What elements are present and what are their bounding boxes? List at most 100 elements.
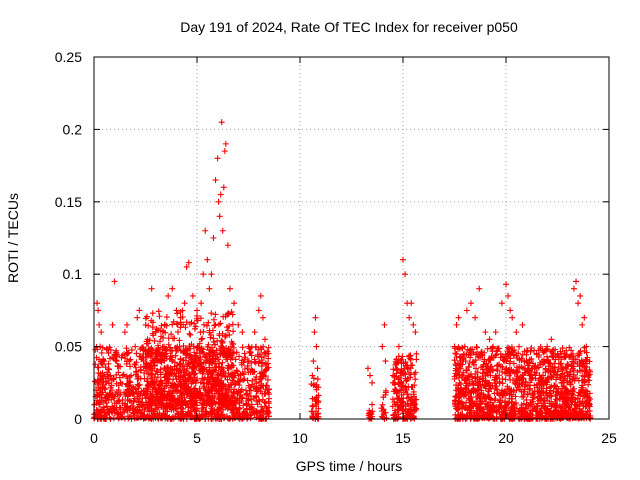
data-point <box>148 285 155 292</box>
data-point <box>230 328 237 335</box>
data-point <box>382 391 389 398</box>
data-point <box>192 353 199 360</box>
data-point <box>484 402 491 409</box>
data-point <box>585 400 592 407</box>
data-point <box>209 367 216 374</box>
data-point <box>408 300 415 307</box>
data-point <box>454 367 461 374</box>
data-point <box>141 406 148 413</box>
data-point <box>142 354 149 361</box>
data-point <box>228 308 235 315</box>
data-point <box>244 362 251 369</box>
data-point <box>123 345 130 352</box>
data-point <box>220 382 227 389</box>
data-point <box>188 356 195 363</box>
data-point <box>169 321 176 328</box>
data-point <box>542 389 549 396</box>
data-point <box>556 374 563 381</box>
data-point <box>236 405 243 412</box>
data-point <box>205 341 212 348</box>
data-point <box>570 363 577 370</box>
data-point <box>585 381 592 388</box>
data-point <box>220 406 227 413</box>
data-point <box>410 401 417 408</box>
data-point <box>144 368 151 375</box>
data-point <box>203 351 210 358</box>
data-point <box>256 379 263 386</box>
data-point <box>508 399 515 406</box>
data-point <box>576 399 583 406</box>
data-point <box>243 401 250 408</box>
data-point <box>207 334 214 341</box>
data-point <box>115 410 122 417</box>
data-point <box>187 345 194 352</box>
data-point <box>102 378 109 385</box>
data-point <box>211 385 218 392</box>
data-point <box>137 346 144 353</box>
data-point <box>403 395 410 402</box>
y-tick-labels: 0 0.05 0.1 0.15 0.2 0.25 <box>55 49 82 427</box>
data-point <box>206 285 213 292</box>
y-tick-label: 0.05 <box>55 339 82 355</box>
data-point <box>260 343 267 350</box>
data-point <box>164 408 171 415</box>
data-point <box>568 390 575 397</box>
data-point <box>473 403 480 410</box>
data-point <box>250 405 257 412</box>
data-point <box>131 415 138 422</box>
data-point <box>394 389 401 396</box>
data-point <box>110 395 117 402</box>
data-point <box>537 397 544 404</box>
data-point <box>194 344 201 351</box>
data-point <box>260 372 267 379</box>
data-point <box>96 321 103 328</box>
data-point <box>160 351 167 358</box>
data-point <box>537 380 544 387</box>
data-point <box>314 365 321 372</box>
data-point <box>163 314 170 321</box>
data-point <box>163 350 170 357</box>
data-point <box>394 407 401 414</box>
data-point <box>451 373 458 380</box>
data-point <box>404 366 411 373</box>
data-point <box>463 399 470 406</box>
data-point <box>239 394 246 401</box>
data-point <box>157 366 164 373</box>
data-point <box>105 360 112 367</box>
data-point <box>531 382 538 389</box>
data-point <box>455 314 462 321</box>
data-point <box>245 382 252 389</box>
data-point <box>265 398 272 405</box>
data-point <box>494 362 501 369</box>
data-point <box>407 410 414 417</box>
data-point <box>99 398 106 405</box>
data-point <box>544 343 551 350</box>
data-point <box>183 263 190 270</box>
data-point <box>231 410 238 417</box>
data-point <box>106 408 113 415</box>
data-point <box>148 351 155 358</box>
data-point <box>121 408 128 415</box>
data-point <box>256 351 263 358</box>
data-point <box>481 382 488 389</box>
data-point <box>212 377 219 384</box>
data-point <box>511 346 518 353</box>
data-point <box>176 367 183 374</box>
data-point <box>381 321 388 328</box>
data-point <box>238 359 245 366</box>
data-point <box>474 344 481 351</box>
data-point <box>478 348 485 355</box>
data-point <box>180 321 187 328</box>
data-point <box>187 331 194 338</box>
data-point <box>519 375 526 382</box>
axis-ticks <box>93 56 610 420</box>
data-point <box>538 392 545 399</box>
data-point <box>234 395 241 402</box>
data-point <box>168 371 175 378</box>
data-point <box>564 372 571 379</box>
data-point <box>210 235 217 241</box>
data-point <box>181 300 188 307</box>
data-point <box>224 401 231 408</box>
data-point <box>466 395 473 402</box>
data-point <box>557 360 564 367</box>
